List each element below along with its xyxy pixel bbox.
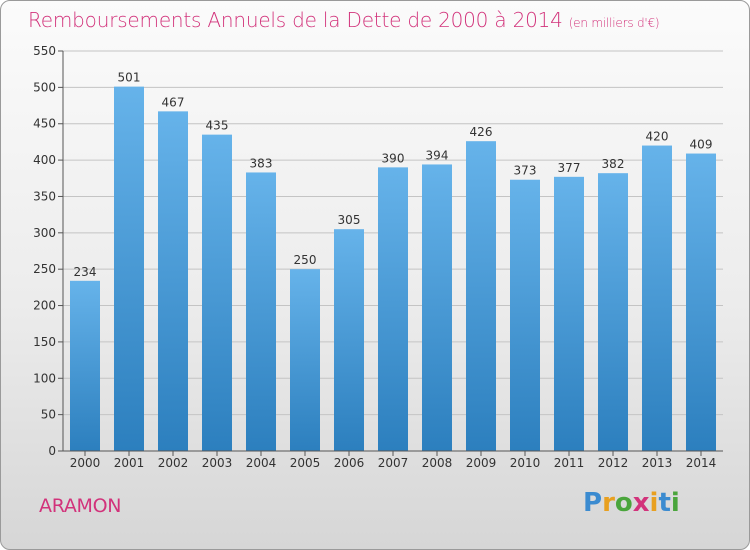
x-tick-label-2000: 2000 [70, 456, 101, 470]
logo-letter: i [649, 488, 659, 518]
chart-title: Remboursements Annuels de la Dette de 20… [28, 8, 660, 32]
x-tick-label-2010: 2010 [510, 456, 541, 470]
x-tick-label-2007: 2007 [378, 456, 409, 470]
bar-2003 [202, 134, 232, 452]
data-label-2004: 383 [250, 156, 273, 170]
logo-letter: P [583, 488, 603, 518]
logo-letter: r [602, 488, 615, 518]
data-label-2002: 467 [162, 95, 185, 109]
x-tick-label-2013: 2013 [642, 456, 673, 470]
y-tick-label: 300 [33, 226, 56, 240]
data-label-2014: 409 [690, 138, 713, 152]
data-label-2013: 420 [646, 130, 669, 144]
data-label-2001: 501 [118, 71, 141, 85]
bar-2004 [246, 172, 276, 452]
x-tick-label-2002: 2002 [158, 456, 189, 470]
bar-2013 [642, 145, 672, 451]
data-label-2009: 426 [470, 125, 493, 139]
y-tick-label: 400 [33, 153, 56, 167]
data-label-2005: 250 [294, 253, 317, 267]
bar-2010 [510, 179, 540, 451]
y-tick-label: 0 [48, 444, 56, 458]
x-tick-label-2008: 2008 [422, 456, 453, 470]
data-label-2012: 382 [602, 157, 625, 171]
x-tick-label-2012: 2012 [598, 456, 629, 470]
data-label-2003: 435 [206, 119, 229, 133]
x-tick-label-2003: 2003 [202, 456, 233, 470]
y-tick-label: 250 [33, 262, 56, 276]
y-tick-label: 50 [41, 408, 56, 422]
y-tick-label: 100 [33, 371, 56, 385]
data-label-2008: 394 [426, 148, 449, 162]
y-tick-label: 550 [33, 44, 56, 58]
data-label-2000: 234 [74, 265, 97, 279]
proxiti-logo: Proxiti [583, 488, 680, 518]
chart-title-text: Remboursements Annuels de la Dette de 20… [28, 8, 563, 32]
axes: 0 50 100 150 200 250 300 350 400 450 500 550 2000 200… [33, 44, 723, 470]
x-tick-label-2006: 2006 [334, 456, 365, 470]
logo-letter: t [658, 488, 671, 518]
commune-name: ARAMON [39, 495, 122, 517]
bar-2014 [686, 153, 716, 451]
bar-2012 [598, 173, 628, 451]
bar-2011 [554, 176, 584, 451]
x-tick-label-2009: 2009 [466, 456, 497, 470]
logo-letter: x [632, 488, 650, 518]
bar-2006 [334, 229, 364, 451]
y-tick-label: 350 [33, 189, 56, 203]
y-tick-label: 150 [33, 335, 56, 349]
data-label-2007: 390 [382, 151, 405, 165]
bar-2000 [70, 280, 100, 451]
x-tick-label-2004: 2004 [246, 456, 277, 470]
bar-2005 [290, 269, 320, 451]
x-tick-label-2011: 2011 [554, 456, 585, 470]
bar-2001 [114, 86, 144, 452]
y-tick-label: 200 [33, 299, 56, 313]
data-label-2010: 373 [514, 164, 537, 178]
bars: 234 501 467 435 383 250 305 390 394 426 373 377 382 4… [70, 71, 716, 452]
y-tick-label: 450 [33, 117, 56, 131]
logo-letter: i [670, 488, 680, 518]
data-label-2006: 305 [338, 213, 361, 227]
bar-2009 [466, 141, 496, 451]
y-tick-label: 500 [33, 80, 56, 94]
chart-unit: (en milliers d'€) [568, 16, 660, 30]
bar-2002 [158, 111, 188, 451]
x-tick-label-2001: 2001 [114, 456, 145, 470]
x-tick-label-2014: 2014 [686, 456, 717, 470]
logo-letter: o [614, 488, 633, 518]
bar-2007 [378, 167, 408, 451]
x-tick-label-2005: 2005 [290, 456, 321, 470]
bar-2008 [422, 164, 452, 452]
data-label-2011: 377 [558, 161, 581, 175]
